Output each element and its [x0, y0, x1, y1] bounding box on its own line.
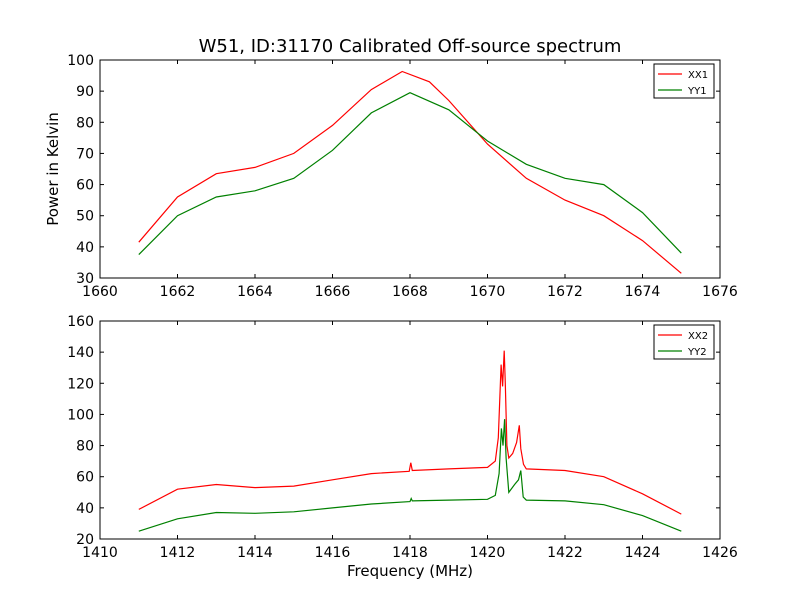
y-tick-label: 40 — [76, 501, 94, 517]
legend-label-xx1: XX1 — [688, 70, 708, 81]
y-tick-label: 40 — [76, 240, 94, 256]
y-tick-label: 80 — [76, 439, 94, 455]
y-tick-label: 20 — [76, 532, 94, 548]
legend-label-yy2: YY2 — [687, 347, 707, 358]
y-tick-label: 60 — [76, 178, 94, 194]
x-tick-label: 1420 — [470, 545, 506, 561]
bottom-chart-xlabel: Frequency (MHz) — [347, 562, 473, 580]
y-tick-label: 100 — [67, 407, 94, 423]
x-tick-label: 1676 — [702, 284, 738, 300]
legend-box — [653, 63, 715, 99]
x-tick-label: 1426 — [702, 545, 738, 561]
legend-label-xx2: XX2 — [688, 331, 708, 342]
y-tick-label: 120 — [67, 376, 94, 392]
top-chart-title: W51, ID:31170 Calibrated Off-source spec… — [199, 36, 622, 57]
legend-box — [653, 324, 715, 360]
x-tick-label: 1424 — [625, 545, 661, 561]
y-tick-label: 50 — [76, 209, 94, 225]
y-tick-label: 80 — [76, 115, 94, 131]
x-tick-label: 1410 — [82, 545, 118, 561]
x-tick-label: 1418 — [392, 545, 428, 561]
series-line-xx1 — [138, 70, 682, 274]
x-tick-label: 1666 — [315, 284, 351, 300]
x-tick-label: 1412 — [160, 545, 196, 561]
y-tick-label: 160 — [67, 314, 94, 330]
y-tick-label: 140 — [67, 345, 94, 361]
x-tick-label: 1660 — [82, 284, 118, 300]
x-tick-label: 1416 — [315, 545, 351, 561]
x-tick-label: 1670 — [470, 284, 506, 300]
series-line-yy1 — [138, 92, 682, 256]
x-tick-label: 1674 — [625, 284, 661, 300]
x-tick-label: 1668 — [392, 284, 428, 300]
top-chart: 1660 1662 1664 1666 1668 1670 1672 1674 1676 30 40… — [67, 53, 738, 300]
x-tick-label: 1672 — [547, 284, 583, 300]
y-tick-label: 90 — [76, 84, 94, 100]
x-tick-label: 1662 — [160, 284, 196, 300]
y-tick-label: 30 — [76, 271, 94, 287]
series-line-xx2 — [138, 350, 682, 515]
x-tick-label: 1422 — [547, 545, 583, 561]
series-line-yy2 — [138, 419, 682, 532]
legend-label-yy1: YY1 — [687, 86, 707, 97]
top-chart-ylabel: Power in Kelvin — [44, 112, 62, 226]
x-tick-label: 1414 — [237, 545, 273, 561]
y-tick-label: 70 — [76, 146, 94, 162]
y-tick-label: 60 — [76, 470, 94, 486]
x-tick-label: 1664 — [237, 284, 273, 300]
y-tick-label: 100 — [67, 53, 94, 69]
bottom-chart: 1410 1412 1414 1416 1418 1420 1422 1424 1426 20 40… — [67, 314, 738, 561]
